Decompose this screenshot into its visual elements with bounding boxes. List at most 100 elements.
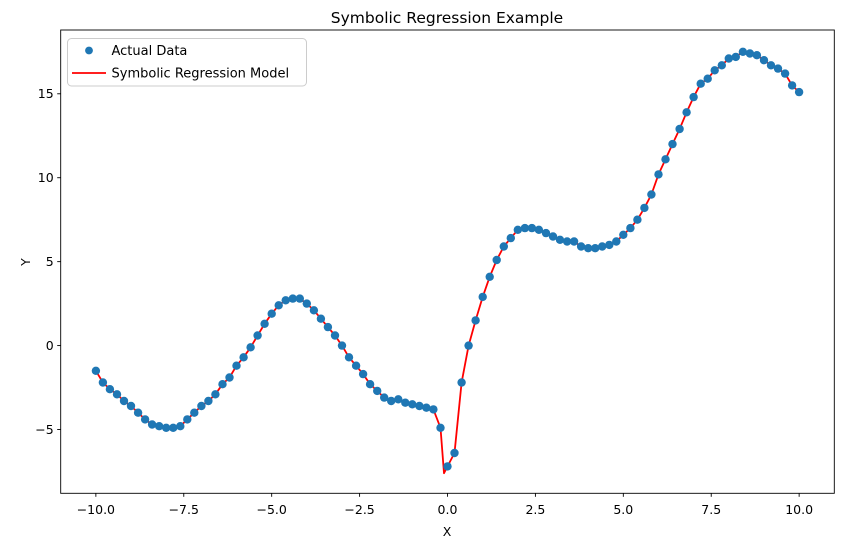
data-point: [147, 420, 157, 429]
data-point: [457, 378, 466, 387]
data-point: [541, 228, 551, 238]
data-point: [358, 369, 368, 379]
data-point: [492, 255, 501, 265]
data-point: [626, 223, 635, 233]
axes-frame: [60, 29, 835, 494]
data-point: [717, 61, 726, 70]
data-point: [654, 170, 663, 179]
data-point: [337, 341, 347, 350]
data-point: [281, 296, 290, 305]
legend-marker-dot: [85, 46, 93, 55]
x-tick-label: −10.0: [77, 502, 115, 517]
data-point: [260, 319, 269, 328]
data-point: [584, 244, 593, 253]
data-point: [668, 139, 677, 149]
data-point: [218, 380, 227, 389]
x-tick-label: 10.0: [785, 502, 813, 517]
x-tick-label: 7.5: [701, 502, 721, 517]
data-point: [408, 400, 417, 409]
data-point: [351, 361, 361, 370]
data-point: [204, 396, 213, 406]
x-axis-label: X: [443, 524, 452, 539]
data-point: [485, 272, 494, 281]
data-point: [330, 331, 340, 340]
y-tick-label: 10: [38, 170, 54, 185]
data-point: [478, 292, 487, 302]
data-point: [745, 49, 755, 58]
data-point: [471, 316, 480, 325]
data-point: [190, 408, 199, 417]
y-tick-label: −5: [35, 422, 53, 437]
y-tick-label: 0: [46, 338, 54, 353]
data-point: [682, 108, 691, 117]
legend-item-label: Symbolic Regression Model: [112, 67, 290, 82]
data-point: [344, 353, 354, 362]
data-point: [155, 422, 164, 431]
data-point: [239, 353, 248, 362]
data-point: [211, 390, 220, 399]
data-point: [436, 423, 445, 432]
data-point: [794, 87, 804, 97]
data-point: [309, 306, 319, 315]
data-point: [787, 81, 797, 90]
data-point: [380, 393, 389, 402]
x-tick-label: −2.5: [344, 502, 374, 517]
data-point: [766, 61, 776, 70]
x-tick-label: −7.5: [169, 502, 199, 517]
data-point: [98, 378, 108, 387]
x-tick-label: 2.5: [525, 502, 545, 517]
data-point: [499, 242, 508, 251]
y-tick-label: 15: [38, 86, 54, 101]
chart-title: Symbolic Regression Example: [331, 9, 563, 27]
data-point: [429, 405, 438, 414]
data-point: [253, 331, 262, 340]
data-point: [520, 223, 530, 233]
data-point: [267, 309, 276, 318]
data-point: [605, 240, 614, 250]
data-point: [169, 423, 178, 432]
data-point: [401, 398, 410, 407]
y-tick-label: 5: [46, 254, 54, 269]
data-point: [232, 361, 241, 370]
data-point: [738, 47, 748, 56]
data-point: [105, 385, 115, 394]
data-point: [316, 314, 326, 323]
data-point: [598, 242, 607, 251]
x-tick-label: 5.0: [613, 502, 633, 517]
y-axis-label: Y: [18, 258, 33, 267]
data-point: [506, 233, 515, 243]
data-point: [647, 190, 656, 199]
legend-box: [67, 38, 307, 87]
data-point: [696, 79, 705, 88]
data-point: [534, 225, 544, 234]
data-point: [450, 448, 459, 458]
data-point: [295, 294, 304, 303]
data-point: [323, 322, 333, 332]
data-point: [387, 396, 396, 406]
data-point: [619, 230, 628, 239]
data-point: [731, 52, 740, 62]
x-tick-label: 0.0: [438, 502, 458, 517]
data-point: [91, 366, 101, 375]
data-point: [773, 64, 783, 73]
data-point: [710, 66, 719, 75]
data-point: [246, 343, 255, 352]
data-point: [119, 396, 129, 406]
data-point: [555, 235, 565, 244]
legend-item-label: Actual Data: [112, 44, 188, 59]
plot-area: −10.0 −7.5 −5.0 −2.5 0.0 2.5 5.0 7.5 10.0 −5 0 5 10 1…: [35, 29, 835, 517]
data-point: [394, 395, 403, 404]
data-point: [422, 403, 431, 412]
data-point: [576, 242, 586, 251]
data-point: [274, 301, 283, 310]
data-point: [140, 415, 150, 424]
data-point: [302, 299, 311, 308]
data-point: [752, 51, 762, 60]
data-point: [569, 237, 579, 246]
data-point: [183, 415, 192, 424]
data-point: [562, 237, 572, 246]
data-point: [689, 92, 698, 102]
data-point: [197, 401, 206, 411]
